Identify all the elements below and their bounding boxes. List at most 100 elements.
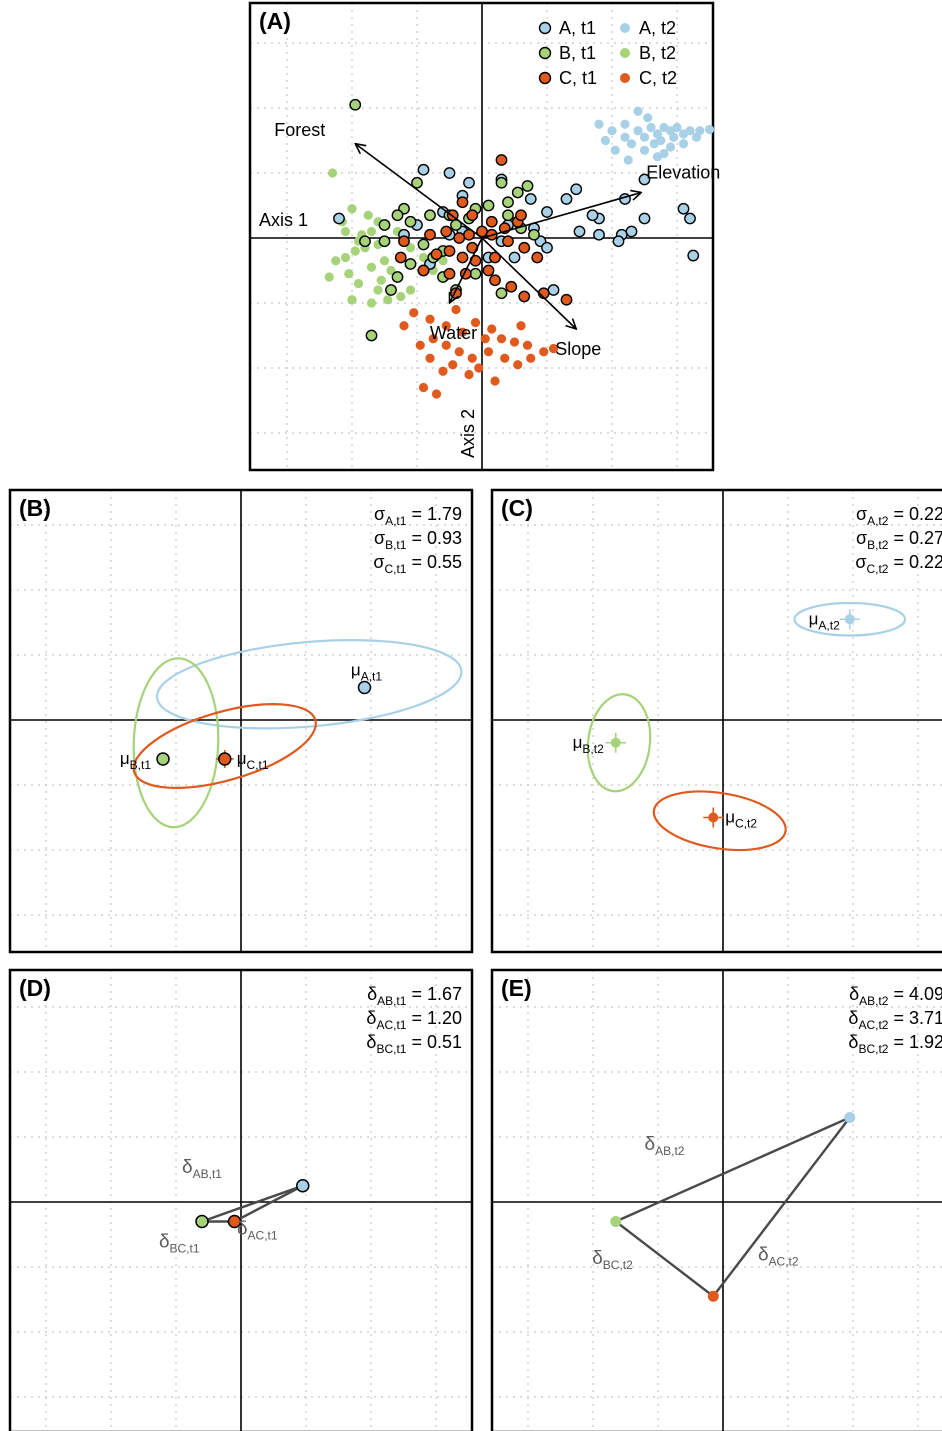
- axis-1-label: Axis 1: [259, 210, 308, 230]
- point-b-t1: [404, 258, 417, 270]
- point-b-t1: [404, 215, 417, 228]
- ellipse-a: [793, 601, 907, 637]
- point-b-t2: [353, 278, 364, 289]
- point-c-t1: [482, 264, 495, 277]
- point-a-t1: [463, 176, 475, 189]
- point-a-t1: [547, 284, 560, 296]
- point-a-t1: [687, 249, 700, 262]
- point-c-t2: [418, 382, 429, 393]
- point-b-t2: [376, 275, 386, 285]
- point-c-t2: [428, 334, 438, 344]
- panel-frame: [8, 488, 474, 954]
- point-a-t1: [684, 212, 696, 225]
- point-a-t2: [704, 124, 715, 135]
- point-b-t2: [344, 269, 354, 279]
- edge-label: δAC,t1: [237, 1219, 278, 1243]
- point-a-t2: [678, 139, 689, 149]
- point-c-t1: [560, 293, 573, 306]
- point-c-t1: [463, 228, 475, 241]
- stat-label: σB,t2 = 0.27: [856, 528, 942, 552]
- point-c-t2: [438, 366, 448, 376]
- point-b-t1: [495, 176, 508, 189]
- legend-marker: [538, 21, 552, 35]
- point-c-t1: [485, 215, 498, 228]
- mean-label: μA,t1: [351, 661, 382, 684]
- point-a-t2: [665, 142, 676, 152]
- point-c-t2: [425, 353, 435, 363]
- point-b-t2: [331, 256, 341, 266]
- point-c-t2: [474, 363, 484, 373]
- point-b-t2: [386, 265, 396, 276]
- distance-edge-bc: [615, 1220, 714, 1298]
- point-a-t2: [610, 145, 620, 155]
- point-c-t1: [518, 290, 531, 303]
- ellipse-b: [132, 657, 220, 829]
- point-c-t2: [451, 304, 461, 315]
- point-a-t1: [638, 173, 651, 186]
- panel-label: (D): [19, 975, 51, 1001]
- point-c-t2: [441, 340, 451, 350]
- panel-frame: [248, 1, 715, 472]
- panel-label: (E): [501, 975, 532, 1001]
- mean-label: μB,t2: [573, 733, 604, 756]
- point-c-t2: [464, 369, 474, 380]
- point-c-t1: [398, 235, 410, 248]
- point-b-t2: [373, 285, 383, 295]
- point-a-t1: [541, 206, 553, 218]
- vector-label: Elevation: [646, 163, 720, 183]
- point-c-t1: [505, 280, 518, 293]
- point-b-t1: [411, 176, 423, 189]
- point-a-t2: [620, 119, 630, 129]
- point-c-t2: [516, 321, 526, 331]
- mean-point-a: [357, 680, 372, 695]
- ellipse-c: [132, 703, 317, 789]
- axis-2-label: Axis 2: [458, 409, 478, 458]
- mean-point-c: [218, 752, 232, 766]
- centroid-a: [844, 1112, 856, 1123]
- legend-label: C, t1: [559, 68, 597, 88]
- stat-label: δAB,t2 = 4.09: [849, 984, 942, 1008]
- mean-label: μA,t2: [809, 609, 840, 632]
- distance-edge-ac: [712, 1116, 851, 1297]
- mean-label: μB,t1: [120, 749, 151, 772]
- point-a-t1: [586, 209, 599, 222]
- edge-label: δAB,t1: [182, 1157, 222, 1181]
- point-a-t2: [669, 132, 679, 142]
- point-a-t2: [633, 126, 643, 136]
- edge-label: δAC,t2: [758, 1245, 799, 1269]
- point-c-t2: [448, 360, 458, 370]
- centroid-b: [610, 1216, 622, 1227]
- point-a-t1: [417, 163, 430, 176]
- point-c-t1: [466, 209, 479, 222]
- point-b-t2: [347, 204, 357, 214]
- vector-water-arrow: [450, 237, 483, 303]
- vector-slope-arrow: [481, 237, 576, 329]
- point-c-t2: [487, 324, 497, 334]
- point-a-t2: [646, 122, 656, 133]
- point-a-t2: [600, 135, 611, 146]
- legend-marker: [620, 23, 630, 33]
- panel-frame: [490, 488, 942, 954]
- point-b-t2: [383, 295, 393, 305]
- point-a-t2: [659, 122, 669, 133]
- point-c-t2: [480, 334, 490, 344]
- point-b-t1: [502, 209, 514, 222]
- point-a-t1: [677, 202, 690, 215]
- point-b-t1: [521, 180, 534, 192]
- point-c-t2: [409, 308, 419, 318]
- vector-label: Slope: [555, 339, 601, 359]
- legend-label: B, t2: [639, 43, 676, 63]
- centroid-c: [707, 1290, 719, 1302]
- point-c-t1: [456, 251, 469, 264]
- distance-edge-ac: [233, 1184, 304, 1223]
- panel-label: (A): [259, 8, 291, 34]
- point-a-t1: [612, 235, 625, 248]
- point-b-t2: [396, 291, 406, 302]
- point-b-t1: [391, 209, 404, 222]
- point-c-t2: [457, 327, 468, 337]
- point-a-t2: [623, 155, 633, 165]
- point-c-t1: [531, 251, 544, 264]
- point-c-t2: [454, 347, 464, 357]
